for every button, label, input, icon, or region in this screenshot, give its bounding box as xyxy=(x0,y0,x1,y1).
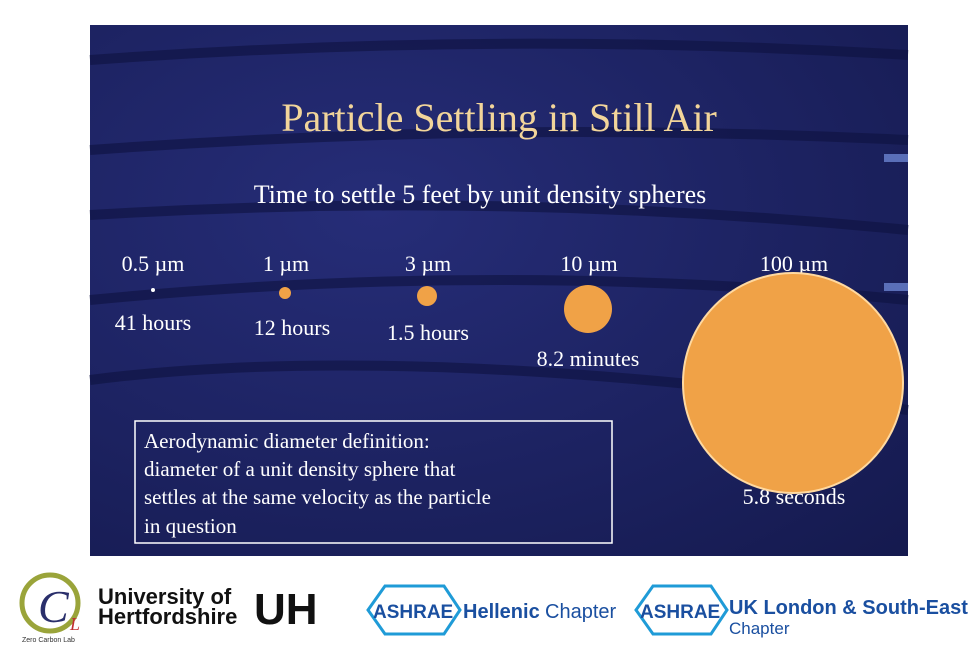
logo-text: Chapter xyxy=(729,619,790,638)
slide-decoration xyxy=(884,283,908,291)
logo-text: Hellenic xyxy=(463,601,540,623)
definition: Aerodynamic diameter definition: diamete… xyxy=(144,429,491,538)
logo-brand: ASHRAE xyxy=(373,602,453,623)
logo-text: UK London & South-East xyxy=(729,597,968,619)
settling-time: 1.5 hours xyxy=(387,320,469,345)
slide-subtitle: Time to settle 5 feet by unit density sp… xyxy=(254,180,707,209)
logo-text: Hertfordshire xyxy=(98,604,237,629)
particle-size: 100 µm xyxy=(760,251,828,276)
definition-line: diameter of a unit density sphere that xyxy=(144,457,456,481)
particle-size: 3 µm xyxy=(405,251,451,276)
slide: Particle Settling in Still Air Time to s… xyxy=(89,25,909,556)
logo-mark: UH xyxy=(254,585,318,634)
particle-size: 1 µm xyxy=(263,251,309,276)
settling-time: 8.2 minutes xyxy=(537,346,640,371)
logo-text: Chapter xyxy=(545,601,616,623)
logo-shape xyxy=(366,584,462,636)
particle-size: 0.5 µm xyxy=(122,251,185,276)
particle xyxy=(564,285,612,333)
footer: C L Zero Carbon Lab University of Hertfo… xyxy=(19,572,968,644)
logo-caption: Zero Carbon Lab xyxy=(22,637,75,644)
logo-letter: L xyxy=(69,614,80,634)
logo-shape xyxy=(634,584,729,636)
definition-line: settles at the same velocity as the part… xyxy=(144,485,491,509)
particle-size: 10 µm xyxy=(560,251,617,276)
particle xyxy=(279,287,291,299)
zero-carbon-lab-logo: C L Zero Carbon Lab xyxy=(19,572,81,644)
particle xyxy=(151,288,155,292)
definition-line: Aerodynamic diameter definition: xyxy=(144,429,430,453)
settling-time: 12 hours xyxy=(254,315,330,340)
particle xyxy=(682,272,904,494)
settling-time: 41 hours xyxy=(115,310,191,335)
logo-text: University of xyxy=(98,584,232,609)
uh-logo: University of Hertfordshire UH xyxy=(98,584,318,634)
definition-box xyxy=(134,420,613,544)
logo-brand: ASHRAE xyxy=(640,602,720,623)
particle xyxy=(417,286,437,306)
slide-title: Particle Settling in Still Air xyxy=(281,95,717,140)
particle-labels: 0.5 µm 1 µm 3 µm 10 µm 100 µm 41 hours 1… xyxy=(115,251,846,509)
ashrae-hellenic-logo: ASHRAE Hellenic Chapter xyxy=(366,584,616,636)
ashrae-uk-logo: ASHRAE UK London & South-East Chapter xyxy=(634,584,968,638)
slide-decoration xyxy=(884,154,908,162)
logo-letter: C xyxy=(38,581,70,632)
particles xyxy=(151,272,904,494)
logo-ring xyxy=(19,572,81,634)
definition-line: in question xyxy=(144,514,237,538)
